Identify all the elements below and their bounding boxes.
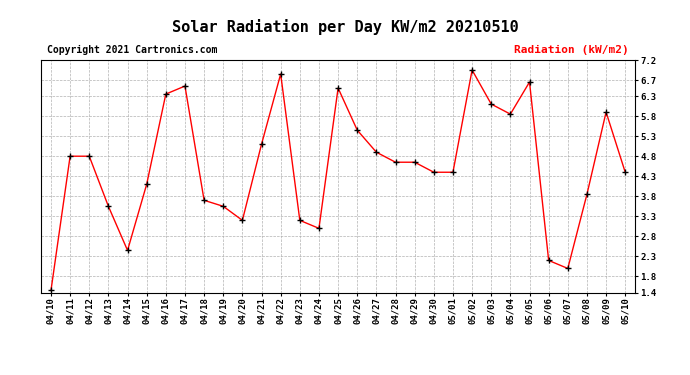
Text: Radiation (kW/m2): Radiation (kW/m2) (514, 45, 629, 56)
Text: Solar Radiation per Day KW/m2 20210510: Solar Radiation per Day KW/m2 20210510 (172, 19, 518, 35)
Text: Copyright 2021 Cartronics.com: Copyright 2021 Cartronics.com (48, 45, 218, 56)
